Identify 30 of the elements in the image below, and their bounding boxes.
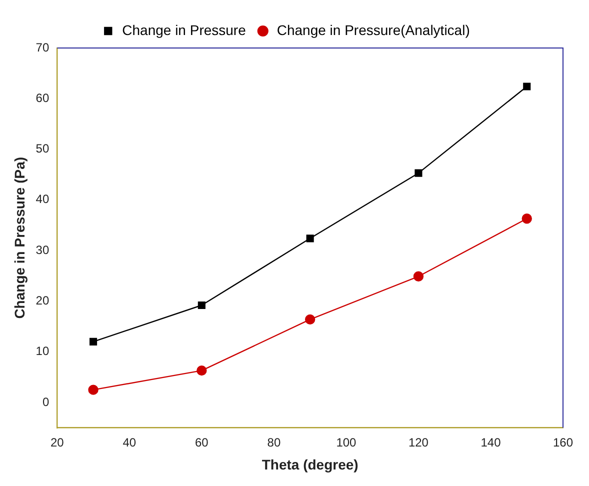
y-tick-label: 70 <box>36 40 50 54</box>
point <box>523 82 531 90</box>
y-tick-label: 10 <box>36 344 50 358</box>
x-tick-label: 160 <box>552 435 574 450</box>
y-axis-title: Change in Pressure (Pa) <box>11 156 28 319</box>
x-tick-label: 120 <box>408 435 429 450</box>
point <box>198 301 206 310</box>
x-tick-label: 100 <box>336 435 357 450</box>
point <box>522 214 532 224</box>
y-tick-label: 0 <box>42 394 50 409</box>
y-tick-label: 50 <box>36 142 50 156</box>
y-tick-label: 40 <box>36 192 50 206</box>
y-tick-label: 30 <box>36 242 50 257</box>
point <box>304 314 316 325</box>
point <box>306 234 314 242</box>
legend-label: Change in Pressure <box>122 22 246 38</box>
x-axis-title: Theta (degree) <box>262 456 358 472</box>
point <box>413 271 424 282</box>
x-tick-label: 60 <box>194 435 209 450</box>
x-tick-label: 80 <box>267 435 281 450</box>
legend-label: Change in Pressure(Analytical) <box>276 22 470 38</box>
point <box>196 365 207 376</box>
x-tick-label: 20 <box>50 435 64 450</box>
y-tick-label: 60 <box>36 90 50 105</box>
point <box>88 384 98 395</box>
y-tick-label: 20 <box>36 294 50 308</box>
point <box>90 338 98 346</box>
x-tick-label: 40 <box>122 435 136 450</box>
x-tick-label: 140 <box>480 435 502 450</box>
point <box>414 169 422 177</box>
